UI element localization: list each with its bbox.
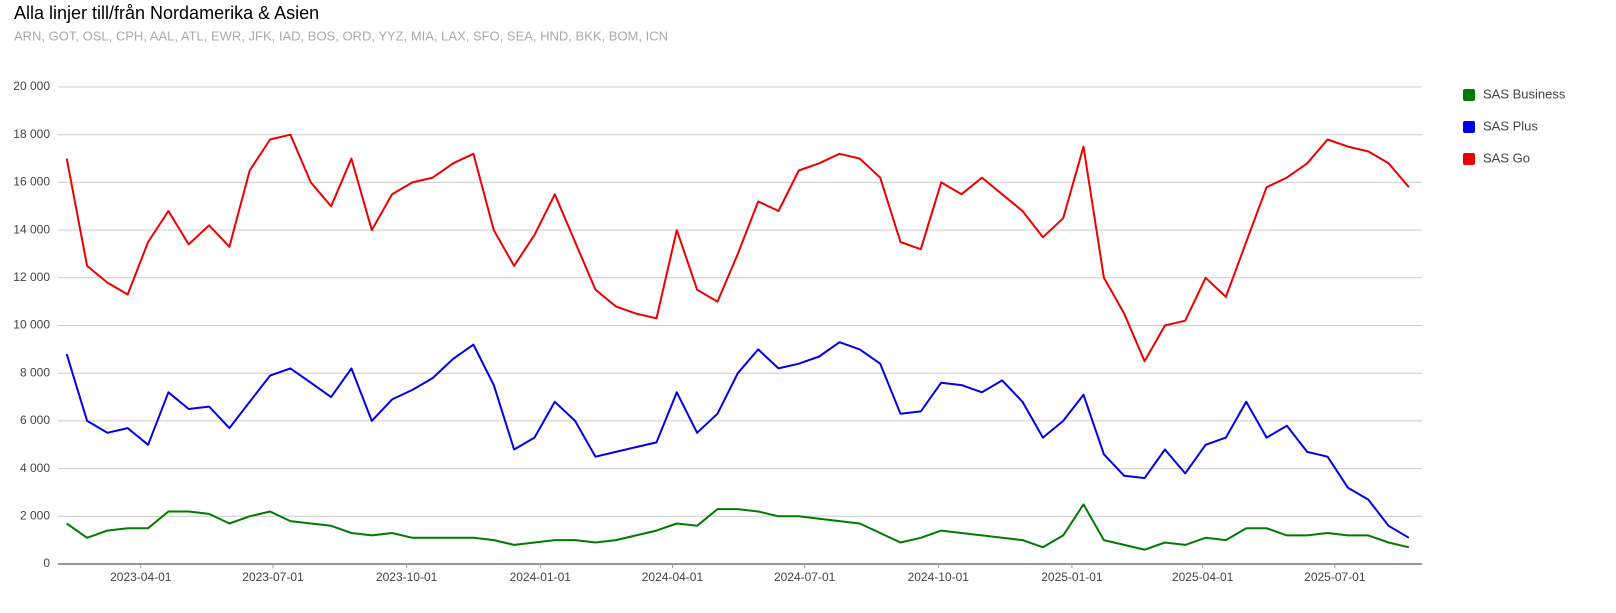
x-tick-label: 2023-07-01 — [242, 570, 304, 584]
x-tick-label: 2024-07-01 — [774, 570, 836, 584]
legend-label: SAS Plus — [1483, 118, 1538, 133]
x-tick-label: 2025-01-01 — [1041, 570, 1103, 584]
x-tick-label: 2024-10-01 — [908, 570, 970, 584]
series-line — [65, 133, 1410, 363]
legend-label: SAS Business — [1483, 86, 1566, 101]
y-tick-label: 16 000 — [13, 175, 50, 189]
legend-label: SAS Go — [1483, 150, 1530, 165]
x-tick-label: 2025-07-01 — [1304, 570, 1366, 584]
y-tick-label: 2 000 — [20, 508, 50, 522]
legend-swatch — [1463, 121, 1475, 133]
chart-title: Alla linjer till/från Nordamerika & Asie… — [14, 3, 319, 23]
x-tick-label: 2024-04-01 — [642, 570, 704, 584]
y-tick-label: 12 000 — [13, 270, 50, 284]
legend-swatch — [1463, 153, 1475, 165]
y-tick-label: 10 000 — [13, 318, 50, 332]
series-line — [65, 341, 1410, 539]
x-tick-label: 2023-04-01 — [110, 570, 172, 584]
y-tick-label: 6 000 — [20, 413, 50, 427]
y-tick-label: 4 000 — [20, 461, 50, 475]
y-tick-label: 8 000 — [20, 365, 50, 379]
y-tick-label: 18 000 — [13, 127, 50, 141]
series-line — [66, 503, 1410, 551]
y-tick-label: 20 000 — [13, 79, 50, 93]
x-tick-label: 2025-04-01 — [1172, 570, 1234, 584]
y-tick-label: 0 — [43, 556, 50, 570]
y-tick-label: 14 000 — [13, 222, 50, 236]
chart-subtitle: ARN, GOT, OSL, CPH, AAL, ATL, EWR, JFK, … — [14, 28, 668, 43]
x-tick-label: 2024-01-01 — [510, 570, 572, 584]
legend-swatch — [1463, 89, 1475, 101]
x-tick-label: 2023-10-01 — [376, 570, 438, 584]
